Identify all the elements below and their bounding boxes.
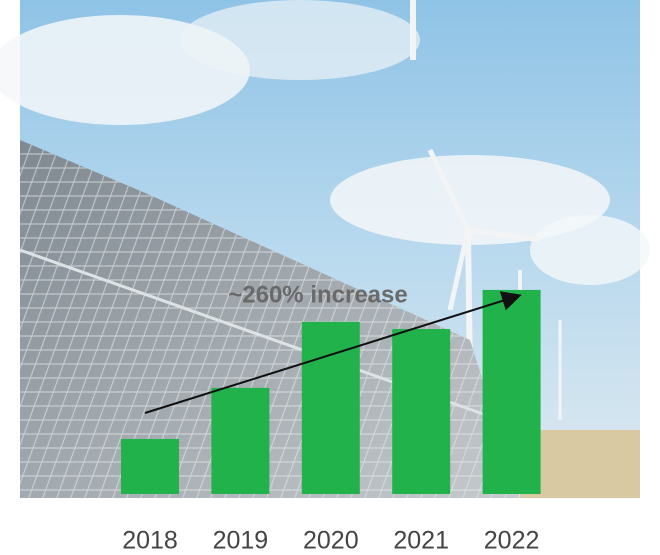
annotation: ~260% increase bbox=[228, 281, 407, 308]
bar bbox=[301, 321, 360, 494]
bar bbox=[121, 439, 179, 494]
x-tick-label: 2021 bbox=[393, 527, 449, 555]
bar bbox=[211, 387, 270, 494]
x-tick-label: 2019 bbox=[213, 527, 269, 555]
trend-arrow bbox=[144, 291, 522, 414]
bar bbox=[482, 289, 541, 494]
x-tick-label: 2020 bbox=[303, 527, 359, 555]
bar bbox=[392, 329, 451, 494]
x-tick-label: 2018 bbox=[122, 527, 178, 555]
background-photo bbox=[19, 0, 640, 498]
x-tick-label: 2022 bbox=[484, 527, 540, 555]
